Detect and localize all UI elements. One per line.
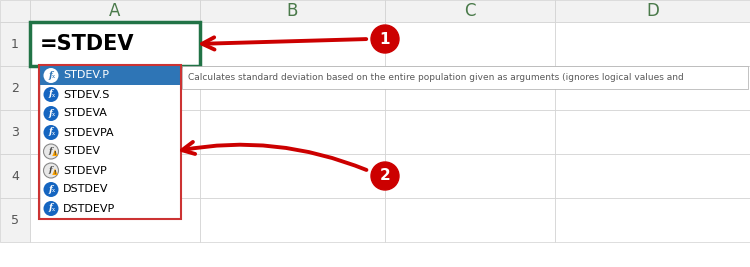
Bar [30, 66, 200, 110]
Bar [39, 65, 181, 219]
Circle shape [44, 68, 58, 83]
Text: x: x [52, 131, 55, 136]
Bar [0, 66, 30, 110]
Bar [0, 22, 30, 66]
Text: 2: 2 [380, 168, 390, 183]
Bar [30, 22, 200, 66]
Bar [385, 198, 555, 242]
Bar [30, 0, 200, 22]
Bar [30, 154, 200, 198]
Circle shape [371, 162, 399, 190]
Text: A: A [110, 2, 121, 20]
Bar [385, 22, 555, 66]
Text: D: D [646, 2, 659, 20]
Text: x: x [52, 74, 55, 79]
Bar [555, 66, 750, 110]
Bar [200, 66, 385, 110]
Circle shape [44, 201, 58, 216]
Text: x: x [52, 93, 55, 98]
Bar [385, 66, 555, 110]
Text: STDEVPA: STDEVPA [63, 128, 114, 138]
Bar [200, 154, 385, 198]
Circle shape [44, 125, 58, 140]
Bar [555, 0, 750, 22]
Text: STDEV: STDEV [63, 147, 100, 156]
Text: f: f [49, 89, 52, 99]
Circle shape [44, 144, 58, 159]
Text: 4: 4 [11, 170, 19, 183]
Bar [0, 198, 30, 242]
Text: 3: 3 [11, 125, 19, 139]
Text: !: ! [54, 170, 56, 175]
Text: f: f [49, 184, 52, 194]
Bar [555, 198, 750, 242]
Bar [555, 154, 750, 198]
Bar [385, 110, 555, 154]
Bar [555, 110, 750, 154]
Bar [200, 0, 385, 22]
Bar [30, 110, 200, 154]
Bar [30, 198, 200, 242]
Text: !: ! [54, 151, 56, 156]
Bar [30, 22, 200, 66]
Circle shape [371, 25, 399, 53]
Text: DSTDEV: DSTDEV [63, 184, 109, 194]
Text: f: f [49, 128, 52, 136]
Text: DSTDEVP: DSTDEVP [63, 203, 116, 214]
Text: 1: 1 [11, 37, 19, 50]
Bar [40, 66, 180, 218]
Bar [0, 154, 30, 198]
Circle shape [44, 87, 58, 102]
Bar [385, 154, 555, 198]
Text: f: f [48, 166, 52, 174]
Text: 2: 2 [11, 81, 19, 95]
Bar [385, 0, 555, 22]
Text: STDEVA: STDEVA [63, 108, 106, 119]
Text: x: x [52, 207, 55, 212]
Text: STDEV.P: STDEV.P [63, 70, 109, 80]
Text: x: x [52, 112, 55, 117]
Text: f: f [49, 108, 52, 117]
Circle shape [44, 163, 58, 178]
Bar [200, 22, 385, 66]
Text: 1: 1 [380, 32, 390, 46]
Circle shape [44, 182, 58, 197]
Text: x: x [52, 188, 55, 193]
Text: STDEV.S: STDEV.S [63, 89, 110, 100]
Text: f: f [48, 147, 52, 155]
Bar [0, 110, 30, 154]
Text: 5: 5 [11, 214, 19, 226]
Polygon shape [53, 168, 58, 175]
Text: f: f [49, 70, 52, 80]
Bar [200, 198, 385, 242]
Bar [0, 0, 30, 22]
Bar [40, 66, 180, 85]
Bar [555, 22, 750, 66]
Text: Calculates standard deviation based on the entire population given as arguments : Calculates standard deviation based on t… [188, 73, 684, 82]
Bar [200, 110, 385, 154]
Text: f: f [49, 203, 52, 213]
Text: STDEVP: STDEVP [63, 166, 106, 175]
Text: B: B [286, 2, 298, 20]
Polygon shape [53, 150, 58, 156]
Circle shape [44, 106, 58, 121]
Text: =STDEV: =STDEV [40, 34, 134, 54]
Text: C: C [464, 2, 476, 20]
Bar [182, 66, 748, 89]
